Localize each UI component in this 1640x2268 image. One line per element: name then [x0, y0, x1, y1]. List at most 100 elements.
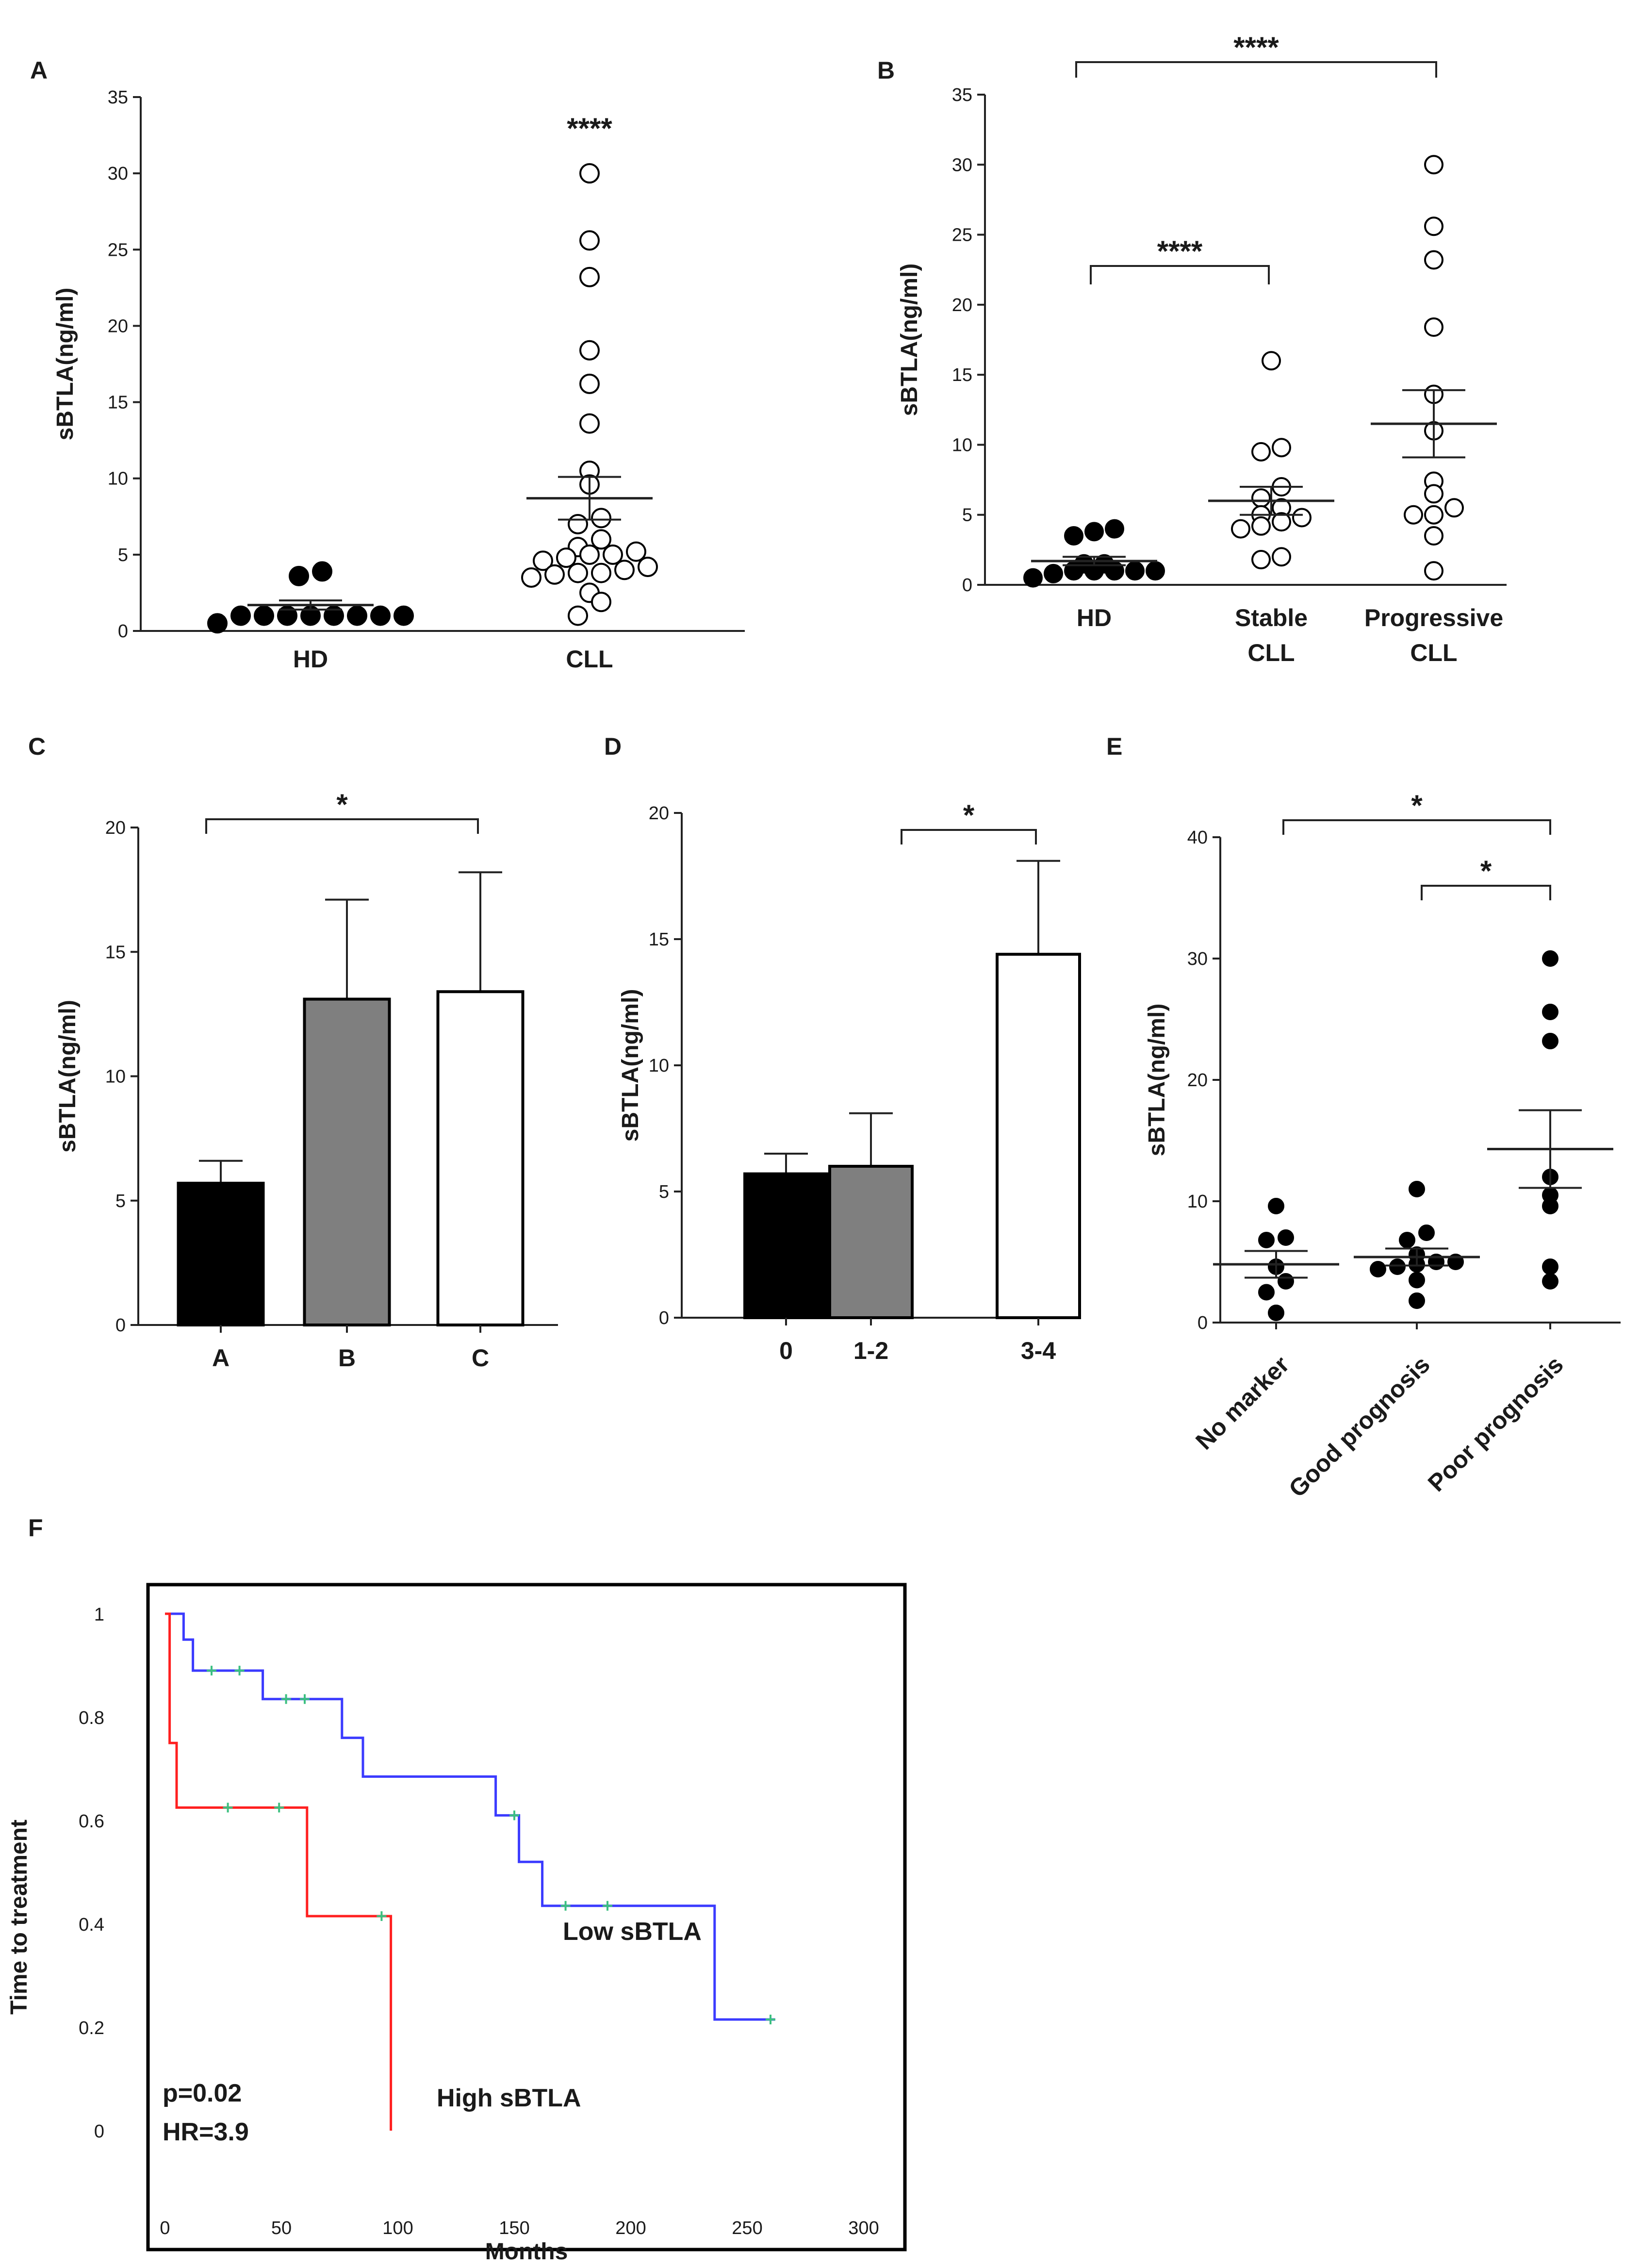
data-point-B: [1424, 484, 1443, 504]
censor-mark-blue: [207, 1666, 216, 1676]
hazard-ratio-label: HR=3.9: [163, 2118, 249, 2146]
significance-label-D: *: [963, 799, 975, 831]
data-point-A: [614, 560, 635, 580]
significance-label-A: ****: [567, 112, 612, 145]
y-tick-label-F: 0.6: [79, 1811, 104, 1832]
data-point-E: [1542, 1198, 1558, 1214]
x-tick-label-F: 300: [848, 2218, 879, 2238]
y-tick-label-D: 15: [649, 929, 669, 950]
category-label-E: Poor prognosis: [1423, 1351, 1569, 1497]
y-tick-label-E: 0: [1197, 1313, 1208, 1333]
data-point-E: [1542, 1273, 1558, 1290]
y-tick-label-E: 10: [1187, 1192, 1208, 1212]
data-point-B: [1251, 488, 1271, 508]
panel-label-a: A: [30, 57, 48, 84]
data-point-E: [1389, 1258, 1406, 1275]
p-value-label: p=0.02: [163, 2079, 242, 2107]
data-point-A: [568, 514, 588, 534]
data-point-E: [1542, 950, 1558, 967]
bar-D: [743, 1172, 829, 1320]
panel-c-bar-chart: 0 5 10 15 20 sBTLA(ng/ml) A B C *: [55, 788, 558, 1372]
panel-label-b: B: [877, 57, 895, 84]
y-tick-label-F: 0: [94, 2121, 104, 2142]
data-point-E: [1268, 1305, 1284, 1321]
censor-mark-red: [223, 1803, 233, 1813]
category-label-B: Stable CLL: [1235, 604, 1308, 666]
category-label-D: 0: [779, 1337, 793, 1364]
y-tick-label-D: 20: [649, 803, 669, 824]
significance-label-E: *: [1480, 855, 1492, 887]
data-point-A: [591, 592, 611, 613]
y-axis-label-B: sBTLA(ng/ml): [897, 264, 922, 416]
y-tick-label-D: 10: [649, 1056, 669, 1076]
y-axis-label-C: sBTLA(ng/ml): [55, 1000, 81, 1153]
data-point-A: [579, 163, 600, 184]
panel-a-scatter: 0 5 10 15 20 25 30 35 sBTLA(ng/ml) HD CLL ****: [52, 87, 745, 673]
data-point-A: [289, 565, 309, 586]
data-point-B: [1272, 438, 1291, 458]
data-point-A: [324, 605, 344, 626]
category-label-E: Good prognosis: [1283, 1351, 1435, 1503]
data-point-B: [1424, 505, 1443, 525]
censor-mark-blue: [766, 2015, 775, 2025]
data-point-A: [579, 230, 600, 251]
data-point-E: [1268, 1198, 1284, 1214]
category-label-D: 3-4: [1021, 1337, 1056, 1364]
category-label-D: 1-2: [853, 1337, 888, 1364]
data-point-A: [591, 563, 611, 583]
data-point-A: [591, 529, 611, 550]
data-point-A: [207, 613, 228, 634]
data-point-A: [626, 541, 646, 562]
data-point-B: [1125, 561, 1145, 581]
data-point-A: [370, 605, 391, 626]
data-point-B: [1251, 442, 1271, 462]
data-point-B: [1444, 498, 1464, 518]
censor-mark-blue: [234, 1666, 245, 1676]
data-point-A: [347, 605, 367, 626]
y-tick-label-B: 35: [952, 85, 972, 105]
y-tick-label-C: 10: [105, 1067, 126, 1087]
y-axis-label-E: sBTLA(ng/ml): [1144, 1004, 1170, 1157]
km-curve-red: [165, 1612, 393, 2131]
data-point-B: [1262, 351, 1281, 371]
y-tick-label-B: 10: [952, 435, 972, 455]
series-label-high: High sBTLA: [437, 2084, 581, 2112]
data-point-B: [1424, 561, 1443, 581]
x-axis-label-F: Months: [485, 2239, 568, 2265]
y-tick-label-A: 20: [108, 316, 128, 336]
data-point-A: [579, 413, 600, 434]
data-point-A: [579, 373, 600, 394]
censor-mark-red: [274, 1803, 284, 1813]
data-point-A: [556, 547, 576, 568]
y-tick-label-D: 0: [659, 1308, 669, 1328]
data-point-E: [1399, 1232, 1415, 1248]
data-point-A: [568, 563, 588, 583]
y-tick-label-E: 20: [1187, 1070, 1208, 1091]
significance-bracket-C: [205, 818, 479, 834]
y-tick-label-A: 0: [118, 621, 128, 642]
data-point-E: [1542, 1258, 1558, 1275]
km-curve-blue: [165, 1612, 775, 2021]
y-tick-label-B: 25: [952, 225, 972, 246]
significance-bracket-E: [1282, 819, 1551, 835]
category-label-C: C: [472, 1344, 489, 1372]
y-tick-label-B: 15: [952, 365, 972, 385]
y-tick-label-B: 0: [962, 575, 972, 596]
bar-D: [996, 953, 1081, 1319]
y-tick-label-F: 0.8: [79, 1708, 104, 1728]
data-point-A: [579, 340, 600, 361]
data-point-B: [1272, 547, 1291, 567]
y-tick-label-F: 0.2: [79, 2018, 104, 2038]
category-label-A: CLL: [566, 646, 613, 673]
category-label-B: HD: [1077, 604, 1112, 631]
data-point-B: [1292, 508, 1312, 528]
significance-bracket-B: [1090, 265, 1270, 284]
censor-mark-blue: [509, 1810, 519, 1821]
censor-mark-blue: [560, 1901, 571, 1911]
data-point-E: [1542, 1033, 1558, 1049]
category-label-E: No marker: [1190, 1351, 1294, 1455]
data-point-B: [1404, 505, 1423, 525]
data-point-B: [1251, 550, 1271, 570]
y-tick-label-C: 20: [105, 818, 126, 838]
